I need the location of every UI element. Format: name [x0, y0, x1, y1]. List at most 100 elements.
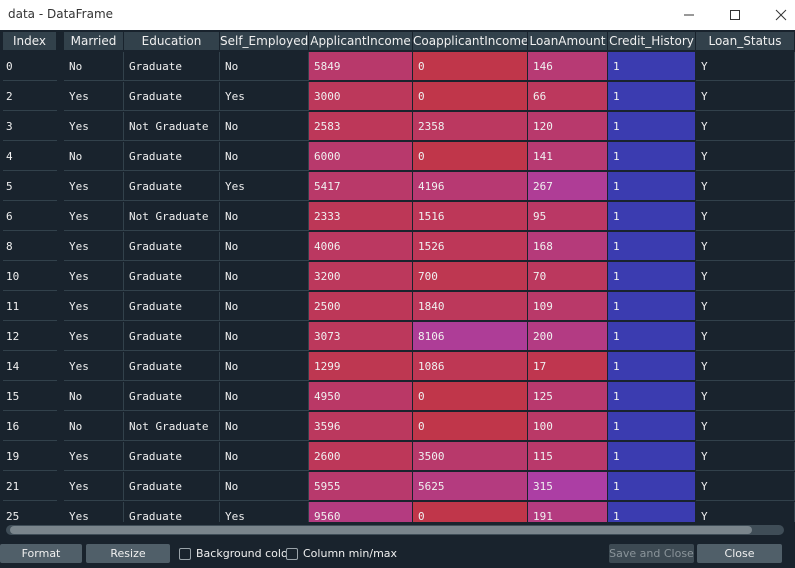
table-cell-applicant-income[interactable]: 3073 [309, 322, 413, 351]
table-cell-self-employed[interactable]: Yes [220, 82, 309, 111]
resize-button[interactable]: Resize [86, 544, 170, 563]
table-cell-loan-amount[interactable]: 168 [528, 232, 608, 261]
table-cell-credit-history[interactable]: 1 [608, 172, 696, 201]
table-cell-credit-history[interactable]: 1 [608, 232, 696, 261]
table-cell-loan-amount[interactable]: 70 [528, 262, 608, 291]
table-cell-married[interactable]: Yes [64, 82, 124, 111]
table-cell-married[interactable]: Yes [64, 472, 124, 501]
table-cell-self-employed[interactable]: Yes [220, 172, 309, 201]
table-cell-education[interactable]: Graduate [124, 142, 220, 171]
dataframe-table[interactable]: Index Married Education Self_Employed Applic… [0, 30, 795, 522]
table-cell-loan-amount[interactable]: 17 [528, 352, 608, 381]
maximize-button[interactable] [712, 0, 758, 30]
table-cell-applicant-income[interactable]: 4950 [309, 382, 413, 411]
table-cell-applicant-income[interactable]: 3200 [309, 262, 413, 291]
table-cell-education[interactable]: Not Graduate [124, 412, 220, 441]
column-header-loanamount[interactable]: LoanAmount [528, 32, 608, 50]
table-cell-applicant-income[interactable]: 2583 [309, 112, 413, 141]
table-cell-loan-status[interactable]: Y [696, 472, 795, 501]
table-cell-education[interactable]: Graduate [124, 232, 220, 261]
table-cell-coapplicant-income[interactable]: 2358 [413, 112, 528, 141]
close-button[interactable]: Close [697, 544, 782, 563]
table-cell-credit-history[interactable]: 1 [608, 292, 696, 321]
table-cell-loan-amount[interactable]: 125 [528, 382, 608, 411]
table-cell-loan-status[interactable]: Y [696, 322, 795, 351]
table-cell-married[interactable]: No [64, 382, 124, 411]
table-cell-loan-amount[interactable]: 100 [528, 412, 608, 441]
table-cell-loan-amount[interactable]: 95 [528, 202, 608, 231]
table-cell-credit-history[interactable]: 1 [608, 322, 696, 351]
table-cell-applicant-income[interactable]: 5417 [309, 172, 413, 201]
table-cell-education[interactable]: Not Graduate [124, 112, 220, 141]
table-cell-coapplicant-income[interactable]: 0 [413, 142, 528, 171]
table-cell-self-employed[interactable]: No [220, 292, 309, 321]
table-cell-credit-history[interactable]: 1 [608, 112, 696, 141]
table-cell-credit-history[interactable]: 1 [608, 442, 696, 471]
table-cell-credit-history[interactable]: 1 [608, 382, 696, 411]
table-cell-coapplicant-income[interactable]: 0 [413, 82, 528, 111]
column-header-credit-history[interactable]: Credit_History [608, 32, 696, 50]
table-cell-loan-amount[interactable]: 120 [528, 112, 608, 141]
table-cell-self-employed[interactable]: No [220, 232, 309, 261]
table-cell-married[interactable]: Yes [64, 112, 124, 141]
table-cell-married[interactable]: Yes [64, 172, 124, 201]
table-cell-credit-history[interactable]: 1 [608, 472, 696, 501]
table-cell-loan-status[interactable]: Y [696, 52, 795, 81]
table-cell-married[interactable]: Yes [64, 322, 124, 351]
table-cell-self-employed[interactable]: No [220, 382, 309, 411]
table-cell-credit-history[interactable]: 1 [608, 52, 696, 81]
table-cell-coapplicant-income[interactable]: 5625 [413, 472, 528, 501]
table-cell-credit-history[interactable]: 1 [608, 82, 696, 111]
table-cell-education[interactable]: Graduate [124, 382, 220, 411]
table-cell-applicant-income[interactable]: 5849 [309, 52, 413, 81]
scrollbar-thumb[interactable] [10, 526, 752, 534]
table-cell-loan-amount[interactable]: 200 [528, 322, 608, 351]
table-cell-self-employed[interactable]: No [220, 262, 309, 291]
table-cell-loan-status[interactable]: Y [696, 292, 795, 321]
table-cell-education[interactable]: Graduate [124, 172, 220, 201]
table-cell-coapplicant-income[interactable]: 8106 [413, 322, 528, 351]
horizontal-scrollbar[interactable] [0, 522, 795, 538]
table-cell-credit-history[interactable]: 1 [608, 202, 696, 231]
column-header-loan-status[interactable]: Loan_Status [696, 32, 795, 50]
table-cell-applicant-income[interactable]: 9560 [309, 502, 413, 522]
table-cell-loan-status[interactable]: Y [696, 232, 795, 261]
column-header-self-employed[interactable]: Self_Employed [220, 32, 309, 50]
table-cell-applicant-income[interactable]: 5955 [309, 472, 413, 501]
table-cell-education[interactable]: Graduate [124, 442, 220, 471]
table-cell-self-employed[interactable]: No [220, 202, 309, 231]
background-color-checkbox[interactable]: Background color [179, 547, 292, 560]
table-cell-coapplicant-income[interactable]: 0 [413, 412, 528, 441]
table-cell-self-employed[interactable]: No [220, 412, 309, 441]
table-cell-education[interactable]: Graduate [124, 82, 220, 111]
table-cell-loan-amount[interactable]: 141 [528, 142, 608, 171]
table-cell-loan-status[interactable]: Y [696, 352, 795, 381]
table-cell-education[interactable]: Graduate [124, 472, 220, 501]
table-cell-coapplicant-income[interactable]: 4196 [413, 172, 528, 201]
table-cell-education[interactable]: Not Graduate [124, 202, 220, 231]
table-cell-education[interactable]: Graduate [124, 52, 220, 81]
table-cell-married[interactable]: No [64, 52, 124, 81]
table-cell-loan-status[interactable]: Y [696, 262, 795, 291]
table-cell-loan-status[interactable]: Y [696, 202, 795, 231]
table-cell-credit-history[interactable]: 1 [608, 352, 696, 381]
table-cell-loan-status[interactable]: Y [696, 412, 795, 441]
table-cell-applicant-income[interactable]: 1299 [309, 352, 413, 381]
column-header-index[interactable]: Index [3, 32, 57, 50]
table-cell-loan-amount[interactable]: 66 [528, 82, 608, 111]
table-cell-coapplicant-income[interactable]: 700 [413, 262, 528, 291]
table-cell-coapplicant-income[interactable]: 1840 [413, 292, 528, 321]
table-cell-self-employed[interactable]: No [220, 112, 309, 141]
table-cell-coapplicant-income[interactable]: 1526 [413, 232, 528, 261]
table-cell-loan-status[interactable]: Y [696, 442, 795, 471]
table-cell-credit-history[interactable]: 1 [608, 502, 696, 522]
table-cell-coapplicant-income[interactable]: 0 [413, 382, 528, 411]
table-cell-married[interactable]: Yes [64, 352, 124, 381]
column-header-applicantincome[interactable]: ApplicantIncome [309, 32, 413, 50]
table-cell-married[interactable]: Yes [64, 262, 124, 291]
table-cell-self-employed[interactable]: No [220, 352, 309, 381]
table-cell-loan-amount[interactable]: 146 [528, 52, 608, 81]
table-cell-self-employed[interactable]: No [220, 472, 309, 501]
table-cell-married[interactable]: No [64, 412, 124, 441]
checkbox-box[interactable] [286, 547, 298, 560]
